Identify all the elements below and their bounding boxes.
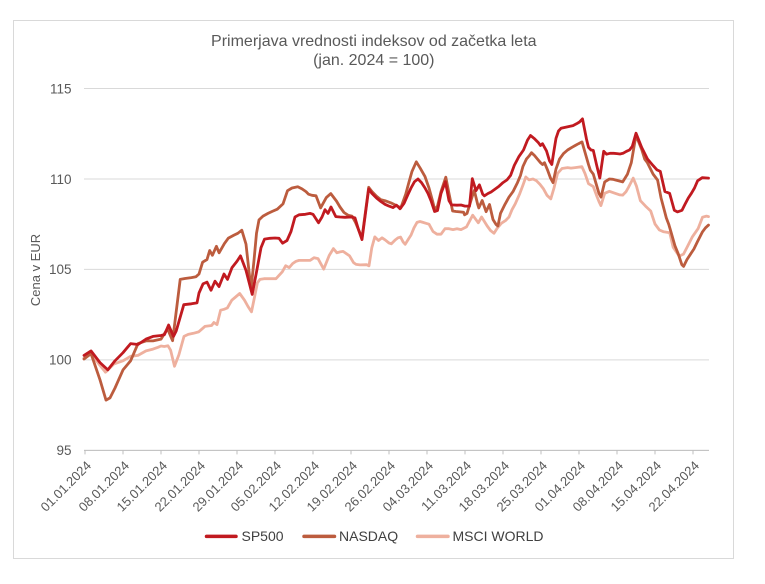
svg-text:(jan. 2024 = 100): (jan. 2024 = 100) bbox=[313, 52, 434, 69]
svg-text:95: 95 bbox=[56, 443, 71, 458]
svg-text:105: 105 bbox=[49, 262, 72, 277]
svg-text:SP500: SP500 bbox=[242, 528, 284, 544]
svg-text:Primerjava vrednosti indeksov: Primerjava vrednosti indeksov od začetka… bbox=[211, 33, 537, 50]
svg-text:115: 115 bbox=[50, 81, 72, 96]
svg-text:100: 100 bbox=[49, 353, 72, 368]
svg-text:NASDAQ: NASDAQ bbox=[339, 528, 398, 544]
svg-text:Cena v EUR: Cena v EUR bbox=[28, 234, 43, 306]
svg-text:MSCI WORLD: MSCI WORLD bbox=[453, 528, 544, 544]
svg-text:110: 110 bbox=[50, 172, 72, 187]
